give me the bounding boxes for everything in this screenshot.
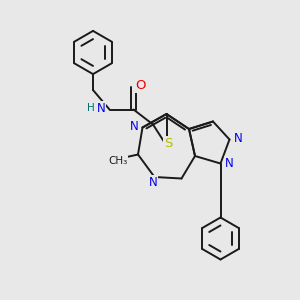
Text: N: N xyxy=(148,176,158,189)
Text: S: S xyxy=(164,136,172,150)
Text: N: N xyxy=(233,131,242,145)
Text: N: N xyxy=(130,119,139,133)
Text: H: H xyxy=(87,103,95,113)
Text: O: O xyxy=(135,79,145,92)
Text: CH₃: CH₃ xyxy=(108,155,127,166)
Text: N: N xyxy=(224,157,233,170)
Text: N: N xyxy=(97,101,106,115)
